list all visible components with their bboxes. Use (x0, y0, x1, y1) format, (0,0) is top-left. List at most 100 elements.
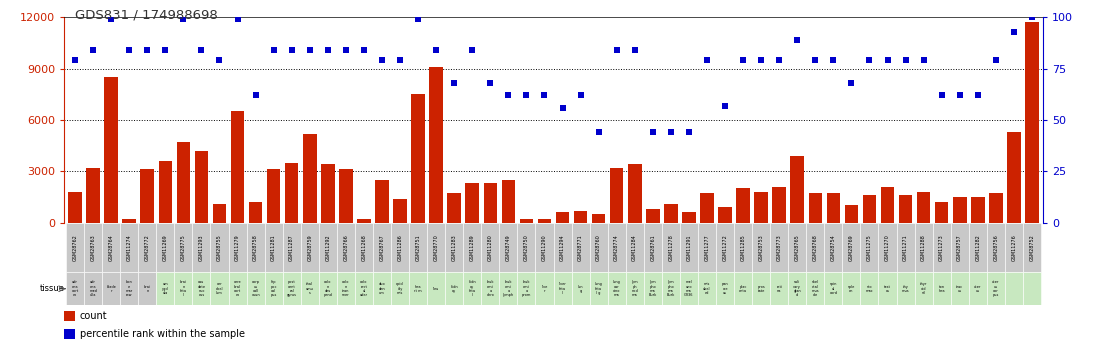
Bar (592, 214, 606, 223)
Bar (716, 223, 734, 272)
Text: GSM28762: GSM28762 (73, 234, 77, 261)
Bar (69, 192, 82, 223)
Text: GSM28757: GSM28757 (958, 234, 962, 261)
Text: lym
ph
nod
ma: lym ph nod ma (631, 280, 638, 297)
Bar (881, 187, 894, 223)
Bar (806, 223, 825, 272)
Bar (610, 168, 623, 223)
Text: GSM11270: GSM11270 (884, 234, 890, 261)
Bar (736, 188, 749, 223)
Text: colo
n
des
pend: colo n des pend (323, 280, 332, 297)
Text: GSM28751: GSM28751 (415, 234, 421, 261)
Bar (897, 223, 914, 272)
Bar (986, 272, 1005, 305)
Text: cau
date
nuc
eus: cau date nuc eus (197, 280, 206, 297)
Point (138, 47, 156, 53)
Bar (373, 272, 391, 305)
Text: GSM11290: GSM11290 (542, 234, 547, 261)
Bar (158, 161, 172, 223)
Bar (701, 194, 714, 223)
Text: GSM11276: GSM11276 (1012, 234, 1016, 261)
Text: epid
idy
mis: epid idy mis (396, 283, 404, 295)
Point (301, 47, 319, 53)
Bar (501, 180, 515, 223)
Text: GSM28764: GSM28764 (108, 234, 114, 261)
Point (247, 92, 265, 98)
Text: post
cent
ral
gyrus: post cent ral gyrus (287, 280, 297, 297)
Bar (554, 272, 571, 305)
Text: GSM28775: GSM28775 (180, 234, 186, 261)
Bar (465, 183, 479, 223)
Bar (806, 272, 825, 305)
Bar (986, 223, 1005, 272)
Text: GSM28770: GSM28770 (434, 234, 438, 261)
Bar (391, 223, 410, 272)
Point (373, 58, 391, 63)
Bar (754, 192, 768, 223)
Text: sto
mac: sto mac (866, 285, 873, 293)
Point (84, 47, 102, 53)
Point (554, 105, 571, 110)
Text: GSM28749: GSM28749 (506, 234, 510, 261)
Bar (393, 199, 406, 223)
Point (914, 58, 932, 63)
Bar (1005, 223, 1023, 272)
Bar (247, 223, 265, 272)
Point (482, 80, 499, 86)
Text: GSM11274: GSM11274 (126, 234, 132, 261)
Text: GSM28769: GSM28769 (849, 234, 853, 261)
Text: GSM11286: GSM11286 (397, 234, 403, 261)
Bar (427, 272, 445, 305)
Bar (914, 223, 933, 272)
Bar (66, 223, 84, 272)
Bar (680, 223, 697, 272)
Bar (682, 212, 695, 223)
Text: GSM11289: GSM11289 (469, 234, 475, 261)
Point (193, 47, 210, 53)
Text: mis
abel
ed: mis abel ed (703, 283, 711, 295)
Point (680, 129, 697, 135)
Text: GSM11284: GSM11284 (632, 234, 638, 261)
Text: GSM28765: GSM28765 (795, 234, 799, 261)
Point (879, 58, 897, 63)
Text: GSM28771: GSM28771 (578, 234, 583, 261)
Bar (430, 67, 443, 223)
Text: colo
n
tran
sver: colo n tran sver (342, 280, 350, 297)
Text: GSM11277: GSM11277 (704, 234, 710, 261)
Bar (788, 272, 806, 305)
Text: GSM11291: GSM11291 (686, 234, 692, 261)
Text: pros
tate: pros tate (757, 285, 765, 293)
Bar (842, 223, 860, 272)
Point (499, 92, 517, 98)
Text: GSM11281: GSM11281 (271, 234, 276, 261)
Bar (556, 212, 569, 223)
Bar (339, 169, 353, 223)
Bar (628, 164, 642, 223)
Text: GSM28753: GSM28753 (758, 234, 764, 261)
Bar (355, 223, 373, 272)
Text: GSM28774: GSM28774 (614, 234, 619, 261)
Bar (64, 311, 75, 321)
Bar (412, 94, 425, 223)
Point (699, 58, 716, 63)
Bar (845, 205, 858, 223)
Text: kidn
ey: kidn ey (451, 285, 458, 293)
Text: GSM28752: GSM28752 (1030, 234, 1034, 261)
Text: leuk
emi
a
lymph: leuk emi a lymph (503, 280, 514, 297)
Bar (536, 272, 554, 305)
Text: hea
rt m: hea rt m (414, 285, 422, 293)
Text: GSM28766: GSM28766 (343, 234, 349, 261)
Bar (697, 272, 716, 305)
Bar (247, 272, 265, 305)
Bar (355, 272, 373, 305)
Bar (319, 272, 337, 305)
Bar (358, 219, 371, 223)
Point (987, 58, 1005, 63)
Bar (790, 156, 804, 223)
Text: adr
ena
med
ulla: adr ena med ulla (90, 280, 97, 297)
Text: sali
vary
glan
d: sali vary glan d (794, 280, 801, 297)
Text: kidn
ey
feta
l: kidn ey feta l (468, 280, 476, 297)
Bar (319, 223, 337, 272)
Text: liver
feta
l: liver feta l (559, 283, 567, 295)
Bar (969, 272, 986, 305)
